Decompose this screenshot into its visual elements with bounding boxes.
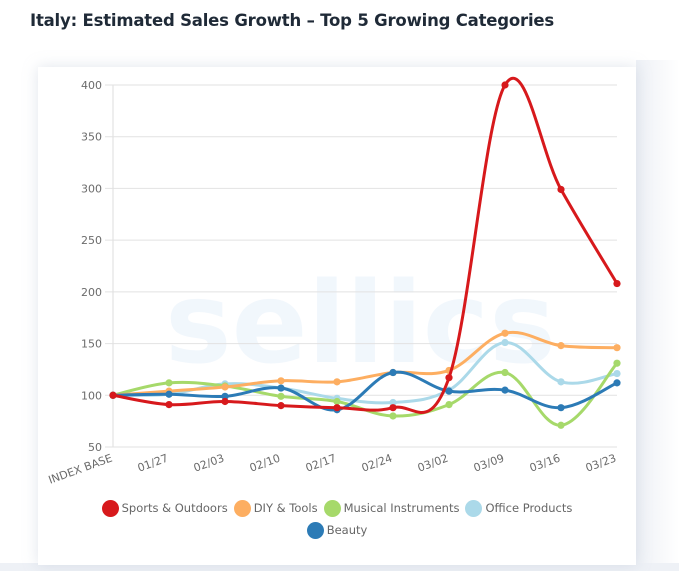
data-point xyxy=(501,386,509,394)
x-tick-label: 03/16 xyxy=(528,452,562,475)
legend: Sports & Outdoors DIY & Tools Musical In… xyxy=(38,497,636,541)
series-line xyxy=(111,361,619,427)
y-tick-label: 250 xyxy=(81,234,102,247)
series-line xyxy=(111,370,619,412)
data-point xyxy=(613,344,621,352)
data-point xyxy=(333,404,341,412)
data-point xyxy=(445,400,453,409)
legend-swatch-icon xyxy=(465,499,483,517)
y-tick-label: 50 xyxy=(88,441,102,454)
legend-row-2: Beauty xyxy=(38,519,636,541)
chart-card xyxy=(38,67,636,565)
y-axis-ticks: 50 100 150 200 250 300 350 400 xyxy=(81,79,102,454)
y-tick-label: 300 xyxy=(81,182,102,195)
x-tick-label: 02/10 xyxy=(248,452,282,475)
x-tick-label: 03/02 xyxy=(416,452,450,475)
legend-label: Office Products xyxy=(485,501,573,515)
data-point xyxy=(613,379,621,387)
legend-item-beauty[interactable]: Beauty xyxy=(306,519,368,541)
data-point xyxy=(557,185,565,194)
legend-item-sports-outdoors[interactable]: Sports & Outdoors xyxy=(101,497,228,519)
data-point xyxy=(389,398,397,407)
data-point xyxy=(389,404,397,412)
legend-swatch-icon xyxy=(233,499,251,517)
legend-label: Beauty xyxy=(326,523,368,537)
data-point xyxy=(501,338,509,347)
series-musical-instruments xyxy=(109,359,621,429)
data-point xyxy=(557,404,565,412)
y-tick-label: 350 xyxy=(81,131,102,144)
x-tick-label: 02/17 xyxy=(304,452,338,475)
legend-label: DIY & Tools xyxy=(253,501,318,515)
background-bottom xyxy=(0,563,679,571)
series-line xyxy=(111,330,619,397)
data-point xyxy=(613,359,621,367)
data-point xyxy=(333,397,341,406)
data-point xyxy=(501,81,509,89)
x-axis-ticks: INDEX BASE 01/27 02/03 02/10 02/17 02/24 03/02… xyxy=(47,452,618,487)
watermark-logo: sellics xyxy=(165,259,556,389)
series-sports-outdoors xyxy=(109,76,621,414)
data-point xyxy=(277,384,285,392)
data-point xyxy=(613,279,621,288)
data-point xyxy=(277,377,285,385)
data-point xyxy=(221,392,229,400)
data-point xyxy=(389,368,397,377)
x-tick-label: INDEX BASE xyxy=(47,452,114,487)
x-tick-label: 01/27 xyxy=(136,452,170,475)
data-point xyxy=(221,397,229,406)
data-point xyxy=(333,378,341,386)
data-point xyxy=(277,402,285,410)
legend-label: Musical Instruments xyxy=(343,501,460,515)
data-point xyxy=(613,369,621,378)
legend-item-musical-instruments[interactable]: Musical Instruments xyxy=(323,497,460,519)
y-tick-label: 200 xyxy=(81,286,102,299)
data-point xyxy=(557,342,565,350)
x-tick-label: 02/24 xyxy=(360,452,394,475)
y-tick-label: 400 xyxy=(81,79,102,92)
data-point xyxy=(221,383,229,391)
legend-swatch-icon xyxy=(101,499,119,517)
data-point xyxy=(165,400,173,409)
x-tick-label: 03/23 xyxy=(584,452,618,475)
data-point xyxy=(445,374,453,382)
y-tick-label: 100 xyxy=(81,389,102,402)
data-point xyxy=(501,329,509,337)
background-strip xyxy=(636,60,679,571)
data-point xyxy=(501,368,509,377)
legend-swatch-icon xyxy=(323,499,341,517)
legend-label: Sports & Outdoors xyxy=(121,501,228,515)
legend-swatch-icon xyxy=(306,521,324,539)
x-tick-label: 02/03 xyxy=(192,452,226,475)
data-point xyxy=(557,378,565,386)
legend-row-1: Sports & Outdoors DIY & Tools Musical In… xyxy=(38,497,636,519)
data-point xyxy=(557,421,565,429)
x-tick-label: 03/09 xyxy=(472,452,506,475)
data-point xyxy=(277,392,285,400)
y-tick-label: 150 xyxy=(81,338,102,351)
chart-title: Italy: Estimated Sales Growth – Top 5 Gr… xyxy=(30,11,555,30)
data-point xyxy=(165,390,173,398)
series-lines xyxy=(109,76,621,429)
data-point xyxy=(109,391,117,399)
data-point xyxy=(165,379,173,387)
data-point xyxy=(445,387,453,395)
data-point xyxy=(389,412,397,420)
legend-item-diy-tools[interactable]: DIY & Tools xyxy=(233,497,318,519)
legend-item-office-products[interactable]: Office Products xyxy=(465,497,572,519)
